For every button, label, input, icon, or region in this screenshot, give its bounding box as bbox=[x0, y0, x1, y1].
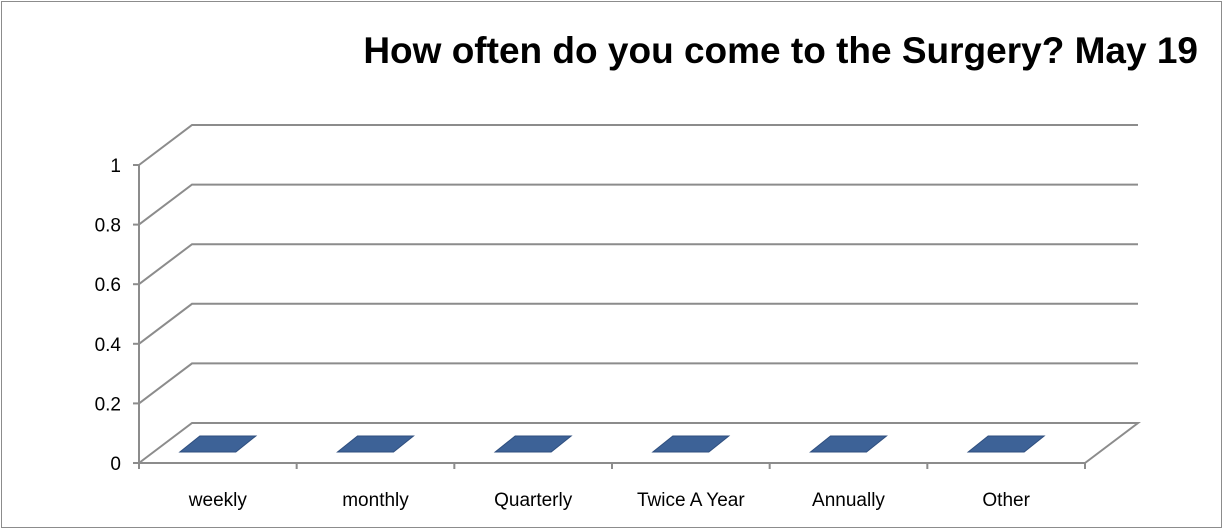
bar bbox=[336, 435, 415, 453]
x-tick-label: Quarterly bbox=[494, 490, 573, 511]
y-tick-label: 0.2 bbox=[95, 394, 121, 415]
bar bbox=[651, 435, 731, 453]
gridline bbox=[138, 302, 1138, 345]
x-tick-label: weekly bbox=[188, 490, 248, 511]
x-tick-label: monthly bbox=[342, 490, 409, 511]
x-tick-label: Other bbox=[982, 490, 1030, 511]
gridline bbox=[138, 124, 1138, 166]
y-tick-label: 0.8 bbox=[95, 216, 121, 237]
y-tick-label: 0.4 bbox=[95, 335, 122, 356]
bar bbox=[966, 435, 1046, 453]
bar bbox=[809, 435, 888, 453]
y-tick-label: 0 bbox=[110, 454, 121, 475]
gridline bbox=[138, 183, 1138, 226]
x-tick-label: Annually bbox=[812, 490, 885, 511]
y-tick-label: 1 bbox=[110, 156, 121, 177]
y-tick-label: 0.6 bbox=[95, 275, 121, 296]
chart-title: How often do you come to the Surgery? Ma… bbox=[363, 30, 1198, 71]
x-tick-label: Twice A Year bbox=[637, 490, 745, 511]
gridline bbox=[138, 362, 1138, 405]
chart-floor bbox=[138, 422, 1141, 464]
bar bbox=[178, 435, 258, 453]
gridline bbox=[138, 243, 1138, 285]
bar bbox=[493, 435, 573, 453]
